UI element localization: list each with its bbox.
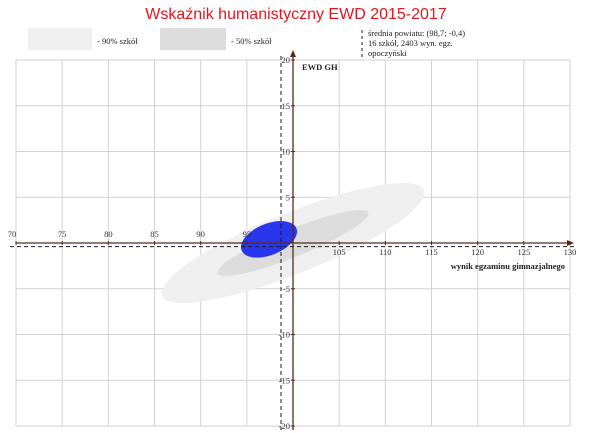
legend-label-region: opoczyński: [368, 48, 407, 58]
x-tick-label: 90: [196, 229, 205, 239]
ellipse-opoczy-ski: [240, 221, 298, 258]
y-tick-label: 10: [282, 147, 291, 157]
x-tick-label: 110: [379, 247, 391, 257]
legend-label-90: - 90% szkół: [97, 36, 138, 46]
legend-label-count: 16 szkół, 2403 wyn. egz.: [368, 38, 453, 48]
chart-title: Wskaźnik humanistyczny EWD 2015-2017: [145, 6, 447, 23]
x-tick-label: 70: [8, 229, 17, 239]
y-tick-label: -10: [279, 330, 290, 340]
legend-label-50: - 50% szkół: [231, 36, 272, 46]
x-tick-label: 125: [517, 247, 530, 257]
x-tick-label: 105: [333, 247, 346, 257]
y-tick-label: -15: [279, 375, 290, 385]
axes: [10, 50, 576, 430]
y-tick-label: -5: [283, 284, 290, 294]
y-tick-label: -20: [279, 421, 290, 431]
y-tick-label: 20: [282, 55, 291, 65]
legend-swatch-90: [28, 28, 92, 50]
y-tick-label: 5: [286, 192, 290, 202]
x-tick-label: 75: [58, 229, 67, 239]
y-axis-label: EWD GH: [302, 62, 338, 72]
legend-swatch-50: [160, 28, 226, 50]
y-tick-label: 15: [282, 101, 291, 111]
x-tick-label: 85: [150, 229, 159, 239]
x-tick-label: 95: [243, 229, 252, 239]
x-axis-label: wynik egzaminu gimnazjalnego: [451, 261, 565, 271]
legend: - 90% szkół - 50% szkół średnia powiatu: (…: [28, 28, 465, 58]
x-tick-label: 130: [564, 247, 577, 257]
x-tick-label: 80: [104, 229, 113, 239]
legend-label-mean: średnia powiatu: (98,7; -0,4): [368, 28, 465, 38]
x-tick-label: 120: [471, 247, 484, 257]
y-axis-arrow: [290, 50, 296, 57]
x-tick-label: 115: [425, 247, 437, 257]
